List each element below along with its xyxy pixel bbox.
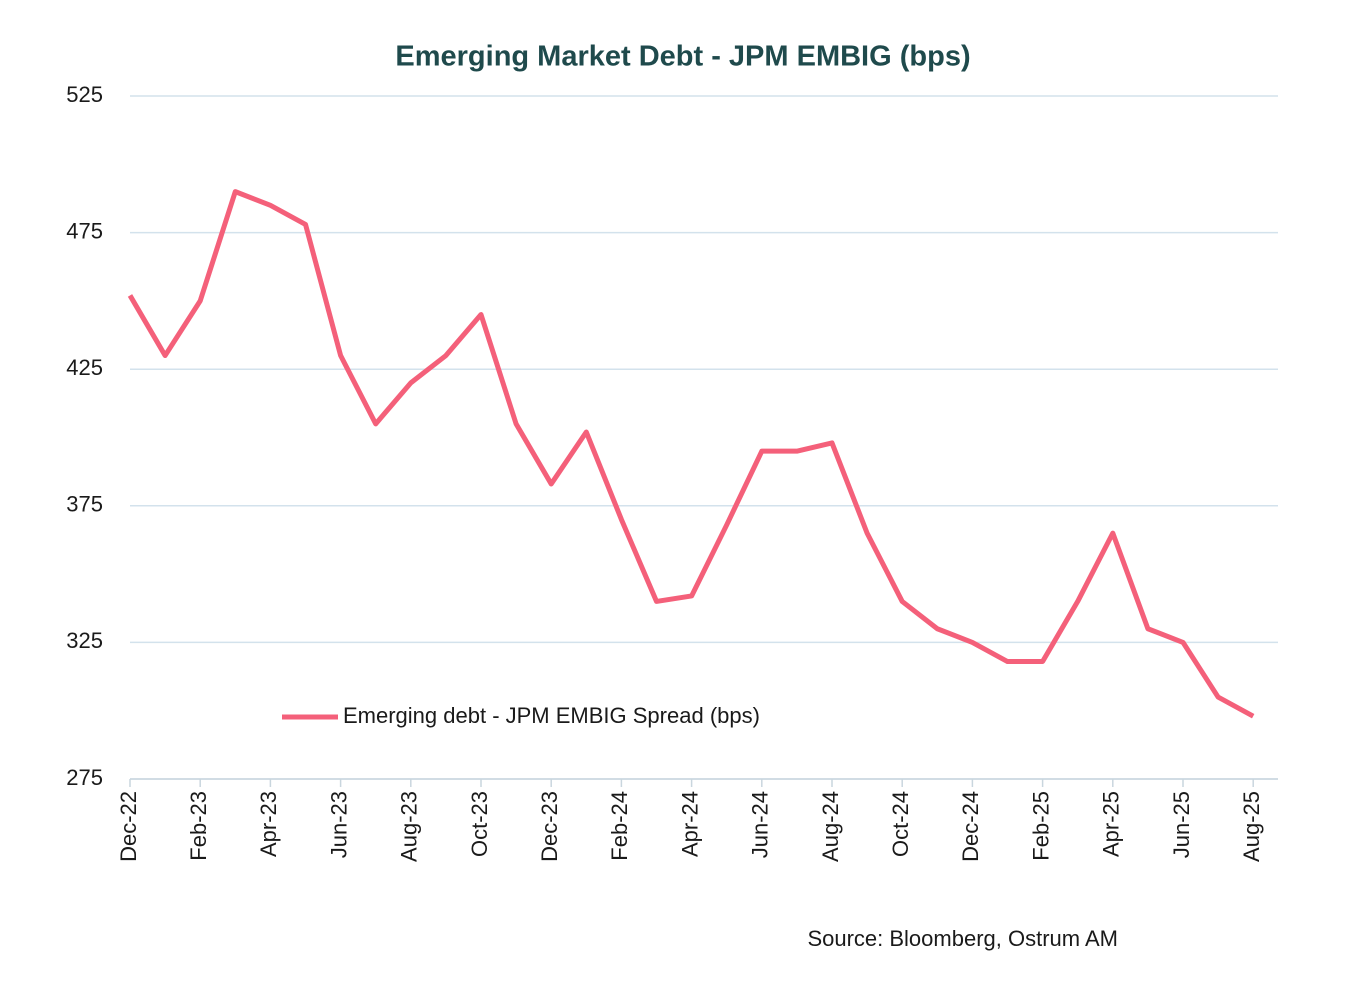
y-tick-label: 275 (66, 765, 103, 790)
x-tick-label: Oct-23 (467, 791, 492, 857)
x-tick-label: Jun-24 (748, 791, 773, 858)
x-tick-label: Aug-23 (397, 791, 422, 862)
x-tick-label: Apr-25 (1099, 791, 1124, 857)
data-line (127, 189, 1255, 719)
x-tick-label: Dec-23 (537, 791, 562, 862)
chart-title: Emerging Market Debt - JPM EMBIG (bps) (395, 41, 970, 73)
x-tick-label: Jun-23 (326, 791, 351, 858)
x-tick-label: Apr-24 (677, 791, 702, 857)
y-tick-label: 325 (66, 628, 103, 653)
legend-label: Emerging debt - JPM EMBIG Spread (bps) (343, 703, 760, 728)
x-tick-label: Apr-23 (256, 791, 281, 857)
x-tick-label: Feb-24 (607, 791, 632, 861)
x-tick-label: Feb-23 (186, 791, 211, 861)
x-tick-label: Aug-24 (818, 791, 843, 862)
x-tick-label: Oct-24 (888, 791, 913, 857)
source-note: Source: Bloomberg, Ostrum AM (807, 926, 1118, 951)
y-tick-label: 375 (66, 492, 103, 517)
x-tick-label: Aug-25 (1239, 791, 1264, 862)
x-tick-label: Dec-24 (958, 791, 983, 862)
y-tick-label: 475 (66, 218, 103, 243)
x-tick-label: Dec-22 (116, 791, 141, 862)
x-tick-label: Feb-25 (1028, 791, 1053, 861)
y-tick-label: 425 (66, 355, 103, 380)
x-tick-label: Jun-25 (1169, 791, 1194, 858)
y-tick-label: 525 (66, 82, 103, 107)
